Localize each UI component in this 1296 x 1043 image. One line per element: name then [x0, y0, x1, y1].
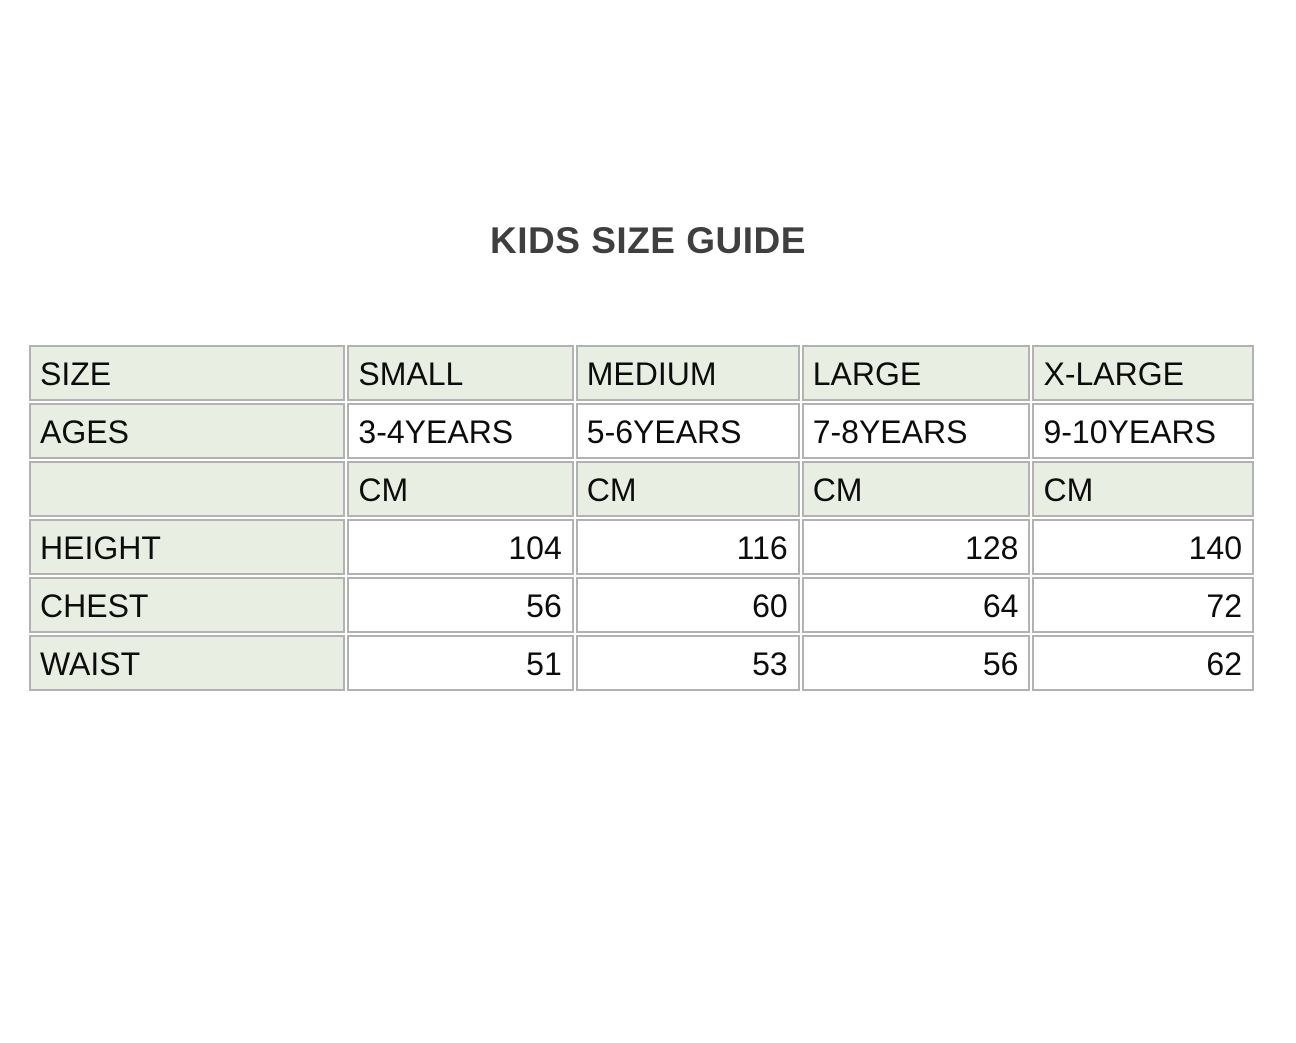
units-row-label: [29, 461, 346, 517]
height-medium-value: 116: [575, 519, 800, 575]
table-row-ages: AGES 3-4YEARS 5-6YEARS 7-8YEARS 9-10YEAR…: [29, 403, 1254, 459]
table-row-size-header: SIZE SMALL MEDIUM LARGE X-LARGE: [29, 345, 1254, 401]
height-small-value: 104: [347, 519, 574, 575]
waist-large-value: 56: [801, 635, 1031, 691]
chest-large-value: 64: [801, 577, 1031, 633]
page-title: KIDS SIZE GUIDE: [490, 220, 806, 261]
table-row-chest: CHEST 56 60 64 72: [29, 577, 1254, 633]
chest-small-value: 56: [347, 577, 574, 633]
kids-size-table: SIZE SMALL MEDIUM LARGE X-LARGE AGES 3-4…: [27, 343, 1256, 693]
ages-large-value: 7-8YEARS: [801, 403, 1031, 459]
chest-xlarge-value: 72: [1032, 577, 1254, 633]
height-large-value: 128: [801, 519, 1031, 575]
units-large-label: CM: [801, 461, 1031, 517]
ages-xlarge-value: 9-10YEARS: [1032, 403, 1254, 459]
ages-row-label: AGES: [29, 403, 346, 459]
table-row-height: HEIGHT 104 116 128 140: [29, 519, 1254, 575]
table-row-units: CM CM CM CM: [29, 461, 1254, 517]
header-xlarge-label: X-LARGE: [1032, 345, 1254, 401]
waist-small-value: 51: [347, 635, 574, 691]
header-medium-label: MEDIUM: [575, 345, 800, 401]
header-small-label: SMALL: [347, 345, 574, 401]
units-medium-label: CM: [575, 461, 800, 517]
units-small-label: CM: [347, 461, 574, 517]
header-large-label: LARGE: [801, 345, 1031, 401]
header-size-label: SIZE: [29, 345, 346, 401]
height-row-label: HEIGHT: [29, 519, 346, 575]
units-xlarge-label: CM: [1032, 461, 1254, 517]
ages-medium-value: 5-6YEARS: [575, 403, 800, 459]
ages-small-value: 3-4YEARS: [347, 403, 574, 459]
size-table-container: SIZE SMALL MEDIUM LARGE X-LARGE AGES 3-4…: [27, 343, 1256, 693]
waist-row-label: WAIST: [29, 635, 346, 691]
waist-medium-value: 53: [575, 635, 800, 691]
chest-medium-value: 60: [575, 577, 800, 633]
waist-xlarge-value: 62: [1032, 635, 1254, 691]
chest-row-label: CHEST: [29, 577, 346, 633]
table-row-waist: WAIST 51 53 56 62: [29, 635, 1254, 691]
height-xlarge-value: 140: [1032, 519, 1254, 575]
